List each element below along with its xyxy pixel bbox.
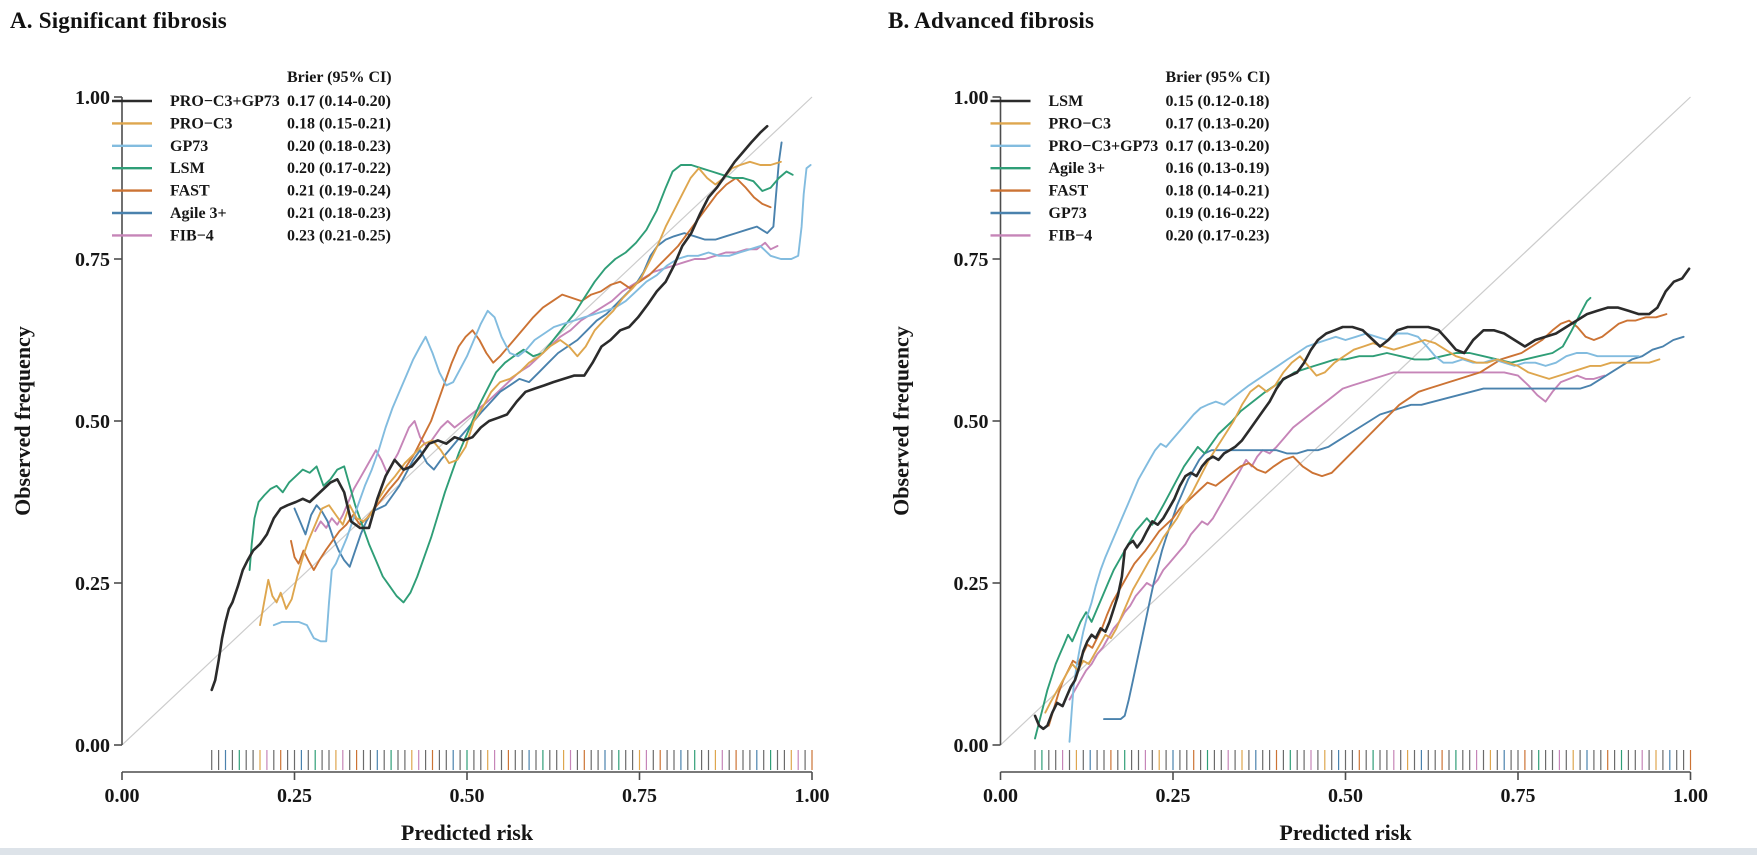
legend-label: PRO−C3 (170, 115, 232, 132)
x-tick-label: 0.25 (277, 785, 312, 807)
series-line-fib-4 (1068, 371, 1606, 701)
legend-label: FIB−4 (1049, 227, 1093, 244)
legend-label: Agile 3+ (170, 205, 227, 222)
series-line-fast (290, 177, 772, 571)
y-tick-label: 0.50 (954, 411, 989, 433)
x-tick-label: 1.00 (1673, 785, 1708, 807)
y-tick-label: 0.25 (75, 573, 110, 595)
y-tick-label: 0.25 (954, 573, 989, 595)
y-axis-title: Observed frequency (10, 326, 35, 516)
y-tick-label: 0.00 (75, 735, 110, 757)
rug-marks (211, 750, 813, 770)
legend-brier-value: 0.17 (0.13-0.20) (1166, 115, 1270, 132)
legend-label: GP73 (1049, 205, 1087, 222)
series-line-agile-3+ (293, 141, 783, 568)
series-line-gp73 (272, 164, 812, 643)
legend: Brier (95% CI) LSM 0.15 (0.12-0.18) PRO−C3 0… (990, 69, 1271, 244)
y-tick-label: 0.50 (75, 411, 110, 433)
legend-header: Brier (95% CI) (287, 69, 392, 86)
tick-labels: 0.00 0.25 0.50 0.75 1.00 0.00 0.25 0.50 0.75 1.00 (75, 87, 830, 807)
legend-label: LSM (170, 160, 205, 177)
series-line-pro-c3+gp73 (1068, 332, 1640, 743)
legend-label: Agile 3+ (1049, 160, 1106, 177)
y-tick-label: 1.00 (954, 87, 989, 109)
y-tick-label: 0.75 (954, 249, 989, 271)
series-line-gp73 (1103, 335, 1685, 721)
calibration-chart-a: 0.00 0.25 0.50 0.75 1.00 0.00 0.25 0.50 0.75 1.00… (10, 69, 830, 845)
panel-b-title: B. Advanced fibrosis (888, 8, 1095, 33)
x-tick-label: 0.50 (1328, 785, 1363, 807)
y-tick-label: 1.00 (75, 87, 110, 109)
legend-label: LSM (1049, 93, 1084, 110)
legend-brier-value: 0.15 (0.12-0.18) (1166, 93, 1270, 110)
legend-label: PRO−C3+GP73 (170, 93, 280, 110)
legend-brier-value: 0.18 (0.14-0.21) (1166, 183, 1270, 200)
legend-brier-value: 0.20 (0.17-0.23) (1166, 227, 1270, 244)
legend-brier-value: 0.17 (0.13-0.20) (1166, 138, 1270, 155)
legend-brier-value: 0.23 (0.21-0.25) (287, 227, 391, 244)
rug-marks (1034, 750, 1692, 770)
legend-label: PRO−C3 (1049, 115, 1111, 132)
tick-labels: 0.00 0.25 0.50 0.75 1.00 0.00 0.25 0.50 0.75 1.00 (954, 87, 1709, 807)
legend: Brier (95% CI) PRO−C3+GP73 0.17 (0.14-0.20… (112, 69, 392, 244)
series-line-lsm (1033, 267, 1691, 731)
axes (114, 96, 813, 780)
reference-diagonal-line (121, 96, 813, 746)
panel-significant-fibrosis: A. Significant fibrosis 0.00 0.25 0.50 0.75… (0, 0, 878, 848)
x-tick-label: 0.75 (622, 785, 657, 807)
series-line-pro-c3+gp73 (210, 124, 769, 692)
y-tick-label: 0.00 (954, 735, 989, 757)
legend-brier-value: 0.21 (0.19-0.24) (287, 183, 391, 200)
panel-a-title: A. Significant fibrosis (10, 8, 227, 33)
y-axis-title: Observed frequency (889, 326, 914, 516)
bottom-strip (0, 848, 1757, 855)
x-tick-label: 0.00 (983, 785, 1018, 807)
legend-label: GP73 (170, 138, 208, 155)
series-line-pro-c3 (1044, 339, 1661, 714)
legend-label: PRO−C3+GP73 (1049, 138, 1159, 155)
series-line-fib-4 (314, 241, 779, 533)
series-line-fast (1047, 313, 1668, 727)
legend-brier-value: 0.21 (0.18-0.23) (287, 205, 391, 222)
y-tick-label: 0.75 (75, 249, 110, 271)
reference-diagonal-line (1000, 96, 1691, 746)
legend-brier-value: 0.18 (0.15-0.21) (287, 115, 391, 132)
calibration-chart-b: 0.00 0.25 0.50 0.75 1.00 0.00 0.25 0.50 0.75 1.00… (889, 69, 1709, 845)
x-tick-label: 0.50 (450, 785, 485, 807)
legend-label: FIB−4 (170, 227, 214, 244)
axes (992, 96, 1692, 780)
x-tick-label: 0.00 (105, 785, 140, 807)
legend-brier-value: 0.20 (0.18-0.23) (287, 138, 391, 155)
x-tick-label: 1.00 (795, 785, 830, 807)
legend-header: Brier (95% CI) (1166, 69, 1271, 86)
legend-brier-value: 0.20 (0.17-0.22) (287, 160, 391, 177)
legend-label: FAST (170, 183, 210, 200)
x-axis-title: Predicted risk (401, 820, 534, 845)
legend-label: FAST (1049, 183, 1089, 200)
x-tick-label: 0.75 (1501, 785, 1536, 807)
legend-brier-value: 0.16 (0.13-0.19) (1166, 160, 1270, 177)
legend-brier-value: 0.19 (0.16-0.22) (1166, 205, 1270, 222)
x-axis-title: Predicted risk (1279, 820, 1412, 845)
x-tick-label: 0.25 (1156, 785, 1191, 807)
series-line-lsm (248, 164, 794, 604)
panel-advanced-fibrosis: B. Advanced fibrosis 0.00 0.25 0.50 0.75 1.0… (878, 0, 1757, 848)
legend-brier-value: 0.17 (0.14-0.20) (287, 93, 391, 110)
series-line-pro-c3 (259, 160, 782, 627)
